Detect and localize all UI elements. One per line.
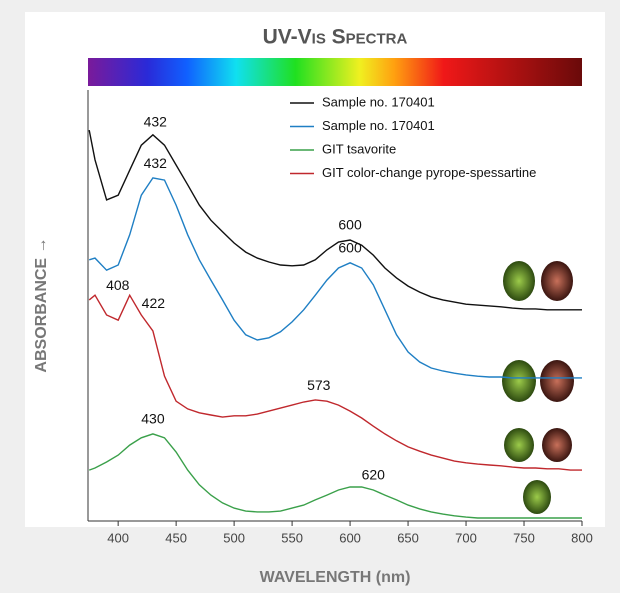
spectrum-bar <box>88 58 582 86</box>
legend-label: GIT tsavorite <box>322 141 396 156</box>
peak-label: 573 <box>307 377 331 393</box>
series-line <box>88 129 582 311</box>
peak-label: 620 <box>362 467 386 483</box>
peak-label: 432 <box>144 155 168 171</box>
legend-label: Sample no. 170401 <box>322 94 435 109</box>
chart-title: UV-Vis Spectra <box>263 26 408 49</box>
x-tick-label: 450 <box>165 530 187 545</box>
x-tick-label: 400 <box>107 530 129 545</box>
series-line <box>88 293 582 471</box>
x-tick-label: 650 <box>397 530 419 545</box>
x-tick-label: 700 <box>455 530 477 545</box>
gem <box>502 360 536 402</box>
x-tick-label: 800 <box>571 530 593 545</box>
peak-label: 600 <box>338 217 362 233</box>
x-tick-label: 550 <box>281 530 303 545</box>
x-axis-label: WAVELENGTH (nm) <box>260 569 411 586</box>
x-tick-label: 500 <box>223 530 245 545</box>
gem <box>542 428 572 462</box>
peak-label: 600 <box>338 240 362 256</box>
x-tick-label: 600 <box>339 530 361 545</box>
peak-label: 432 <box>144 114 168 130</box>
legend-label: GIT color-change pyrope-spessartine <box>322 165 536 180</box>
legend-label: Sample no. 170401 <box>322 118 435 133</box>
gem <box>523 480 551 514</box>
gem <box>540 360 574 402</box>
peak-label: 430 <box>141 411 165 427</box>
gem <box>504 428 534 462</box>
x-tick-label: 750 <box>513 530 535 545</box>
series-line <box>89 177 582 379</box>
gem <box>541 261 573 301</box>
y-axis-label: ABSORBANCE → <box>33 237 50 372</box>
gem <box>503 261 535 301</box>
series-line <box>88 433 582 519</box>
gems <box>502 261 574 514</box>
peak-label: 422 <box>142 295 166 311</box>
peak-label: 408 <box>106 277 130 293</box>
